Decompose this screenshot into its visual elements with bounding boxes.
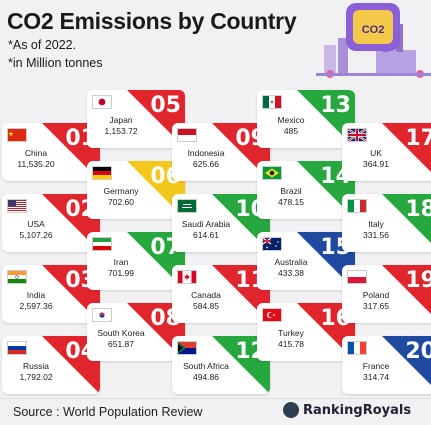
flag-icon xyxy=(262,95,282,109)
flag-icon xyxy=(347,199,367,213)
emission-value: 317.65 xyxy=(363,301,389,311)
country-name: Germany xyxy=(103,186,139,196)
country-card: 19 Poland 317.65 xyxy=(342,265,431,323)
country-card: 13 Mexico 485 xyxy=(257,90,355,148)
rank-ribbon xyxy=(382,123,431,181)
flag-icon xyxy=(92,237,112,251)
country-card: 02 USA 5,107.26 xyxy=(2,194,100,252)
country-name: Saudi Arabia xyxy=(181,219,231,229)
country-name: South Korea xyxy=(97,328,145,338)
country-name: Indonesia xyxy=(187,148,225,158)
note-date: *As of 2022. xyxy=(8,38,77,52)
page-title: CO2 Emissions by Country xyxy=(7,8,297,34)
flag-icon xyxy=(92,308,112,322)
flag-icon xyxy=(7,128,27,142)
country-name: Mexico xyxy=(277,115,305,125)
country-card: 06 Germany 702.60 xyxy=(87,161,185,219)
emission-value: 625.66 xyxy=(193,159,219,169)
emission-value: 2,597.36 xyxy=(19,301,53,311)
country-card: 17 UK 364.91 xyxy=(342,123,431,181)
emission-value: 494.86 xyxy=(193,372,219,382)
rank-number: 17 xyxy=(405,126,431,151)
emission-value: 415.78 xyxy=(278,339,304,349)
country-card: 03 India 2,597.36 xyxy=(2,265,100,323)
country-card: 16 Turkey 415.78 xyxy=(257,303,355,361)
flag-icon xyxy=(347,270,367,284)
flag-icon xyxy=(7,270,27,284)
flag-icon xyxy=(347,341,367,355)
country-name: Iran xyxy=(113,257,129,267)
flag-icon xyxy=(347,128,367,142)
flag-icon xyxy=(262,308,282,322)
flag-icon xyxy=(7,341,27,355)
source-text: Source : World Population Review xyxy=(13,405,203,419)
emission-value: 364.91 xyxy=(363,159,389,169)
country-card: 07 Iran 701.99 xyxy=(87,232,185,290)
emission-value: 1,792.02 xyxy=(19,372,53,382)
rank-ribbon xyxy=(382,265,431,323)
country-card: 18 Italy 331.56 xyxy=(342,194,431,252)
country-name: Turkey xyxy=(278,328,304,338)
brand-name: RankingRoyals xyxy=(303,403,412,418)
country-card: 14 Brazil 478.15 xyxy=(257,161,355,219)
footer-divider xyxy=(0,398,431,399)
flag-icon xyxy=(262,166,282,180)
country-card: 04 Russia 1,792.02 xyxy=(2,336,100,394)
emission-value: 614.61 xyxy=(193,230,219,240)
rank-ribbon xyxy=(382,194,431,252)
country-card: 09 Indonesia 625.66 xyxy=(172,123,270,181)
emission-value: 651.87 xyxy=(108,339,134,349)
co2-factory-illustration: CO2 xyxy=(316,3,431,78)
emission-value: 485 xyxy=(283,126,299,136)
flag-icon xyxy=(177,128,197,142)
country-name: Brazil xyxy=(280,186,302,196)
emission-value: 331.56 xyxy=(363,230,389,240)
rank-number: 13 xyxy=(320,93,351,118)
flag-icon xyxy=(177,270,197,284)
country-name: Russia xyxy=(23,361,49,371)
flag-icon xyxy=(92,166,112,180)
emission-value: 701.99 xyxy=(108,268,134,278)
rank-number: 20 xyxy=(405,339,431,364)
country-name: Canada xyxy=(191,290,221,300)
flag-icon xyxy=(7,199,27,213)
flag-icon xyxy=(177,199,197,213)
country-card: 08 South Korea 651.87 xyxy=(87,303,185,361)
country-card: 11 Canada 584.85 xyxy=(172,265,270,323)
flag-icon xyxy=(262,237,282,251)
emission-value: 702.60 xyxy=(108,197,134,207)
flag-icon xyxy=(177,341,197,355)
brand-logo-icon xyxy=(283,402,299,418)
emission-value: 314.74 xyxy=(363,372,389,382)
rank-number: 18 xyxy=(405,197,431,222)
country-card: 20 France 314.74 xyxy=(342,336,431,394)
country-card: 10 Saudi Arabia 614.61 xyxy=(172,194,270,252)
emission-value: 11,535.20 xyxy=(17,159,55,169)
rank-number: 05 xyxy=(150,93,181,118)
emission-value: 584.85 xyxy=(193,301,219,311)
emission-value: 1,153.72 xyxy=(104,126,138,136)
country-card: 12 South Africa 494.86 xyxy=(172,336,270,394)
flag-icon xyxy=(92,95,112,109)
emission-value: 5,107.26 xyxy=(19,230,53,240)
country-name: USA xyxy=(27,219,45,229)
country-name: South Africa xyxy=(183,361,229,371)
country-name: China xyxy=(24,148,48,158)
note-unit: *in Million tonnes xyxy=(8,56,103,70)
country-card: 15 Australia 433.38 xyxy=(257,232,355,290)
country-name: France xyxy=(362,361,390,371)
country-card: 05 Japan 1,153.72 xyxy=(87,90,185,148)
country-name: UK xyxy=(370,148,382,158)
emission-value: 433.38 xyxy=(278,268,304,278)
country-name: Italy xyxy=(368,219,384,229)
co2-badge-text: CO2 xyxy=(362,24,385,36)
country-card: 01 China 11,535.20 xyxy=(2,123,100,181)
country-name: Poland xyxy=(362,290,390,300)
rank-ribbon xyxy=(382,336,431,394)
emission-value: 478.15 xyxy=(278,197,304,207)
rank-number: 19 xyxy=(405,268,431,293)
country-name: India xyxy=(26,290,46,300)
country-name: Japan xyxy=(109,115,133,125)
country-name: Australia xyxy=(274,257,308,267)
